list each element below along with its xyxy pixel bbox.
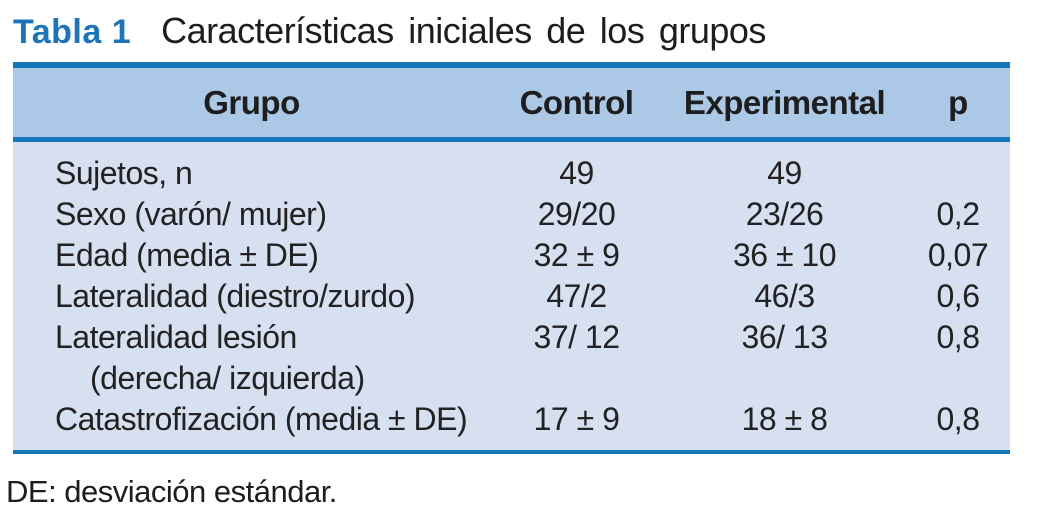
table-row: Lateralidad (diestro/zurdo) 47/2 46/3 0,… [13,276,1010,317]
cell-p: 0,2 [936,196,980,232]
row-label: Sexo (varón/ mujer) [55,196,327,232]
table-top-rule [13,62,1010,68]
row-label: Lateralidad lesión (derecha/ izquierda) [13,317,490,399]
table-row: Catastrofización (media ± DE) 17 ± 9 18 … [13,399,1010,440]
cell-experimental: 18 ± 8 [741,401,828,437]
cell-control: 17 ± 9 [533,401,620,437]
column-header-experimental: Experimental [683,83,886,121]
row-label: Catastrofización (media ± DE) [55,401,468,437]
cell-p: 0,6 [936,278,980,314]
cell-experimental: 46/3 [754,278,815,314]
table-row: Sexo (varón/ mujer) 29/20 23/26 0,2 [13,194,1010,235]
table-row: Edad (media ± DE) 32 ± 9 36 ± 10 0,07 [13,235,1010,276]
cell-p: 0,07 [927,237,989,273]
cell-control: 47/2 [546,278,607,314]
cell-control: 32 ± 9 [533,237,620,273]
cell-p: 0,8 [936,319,980,355]
column-header-grupo: Grupo [203,83,300,121]
table-title: Características iniciales de los grupos [161,10,766,51]
row-label-line1: Lateralidad lesión [55,319,297,355]
column-header-p: p [948,83,968,121]
cell-control: 49 [559,155,594,191]
table-caption: Tabla 1 Características iniciales de los… [13,10,766,52]
table-header-row: Grupo Control Experimental p [13,68,1010,142]
table-row: Lateralidad lesión (derecha/ izquierda) … [13,317,1010,399]
column-header-control: Control [519,83,634,121]
row-label: Sujetos, n [55,155,193,191]
row-label-line2: (derecha/ izquierda) [90,360,365,396]
cell-control: 29/20 [537,196,616,232]
data-table: Grupo Control Experimental p Sujetos, n … [13,62,1010,454]
cell-control: 37/ 12 [533,319,620,355]
row-label: Lateralidad (diestro/zurdo) [55,278,416,314]
cell-experimental: 36/ 13 [741,319,828,355]
row-label: Edad (media ± DE) [55,237,319,273]
table-body: Sujetos, n 49 49 Sexo (varón/ mujer) 29/… [13,142,1010,454]
table-row: Sujetos, n 49 49 [13,153,1010,194]
cell-p: 0,8 [936,401,980,437]
cell-experimental: 23/26 [745,196,824,232]
cell-experimental: 36 ± 10 [732,237,837,273]
cell-experimental: 49 [767,155,802,191]
table-footnote: DE: desviación estándar. [6,474,337,509]
table-number-label: Tabla 1 [13,13,132,51]
